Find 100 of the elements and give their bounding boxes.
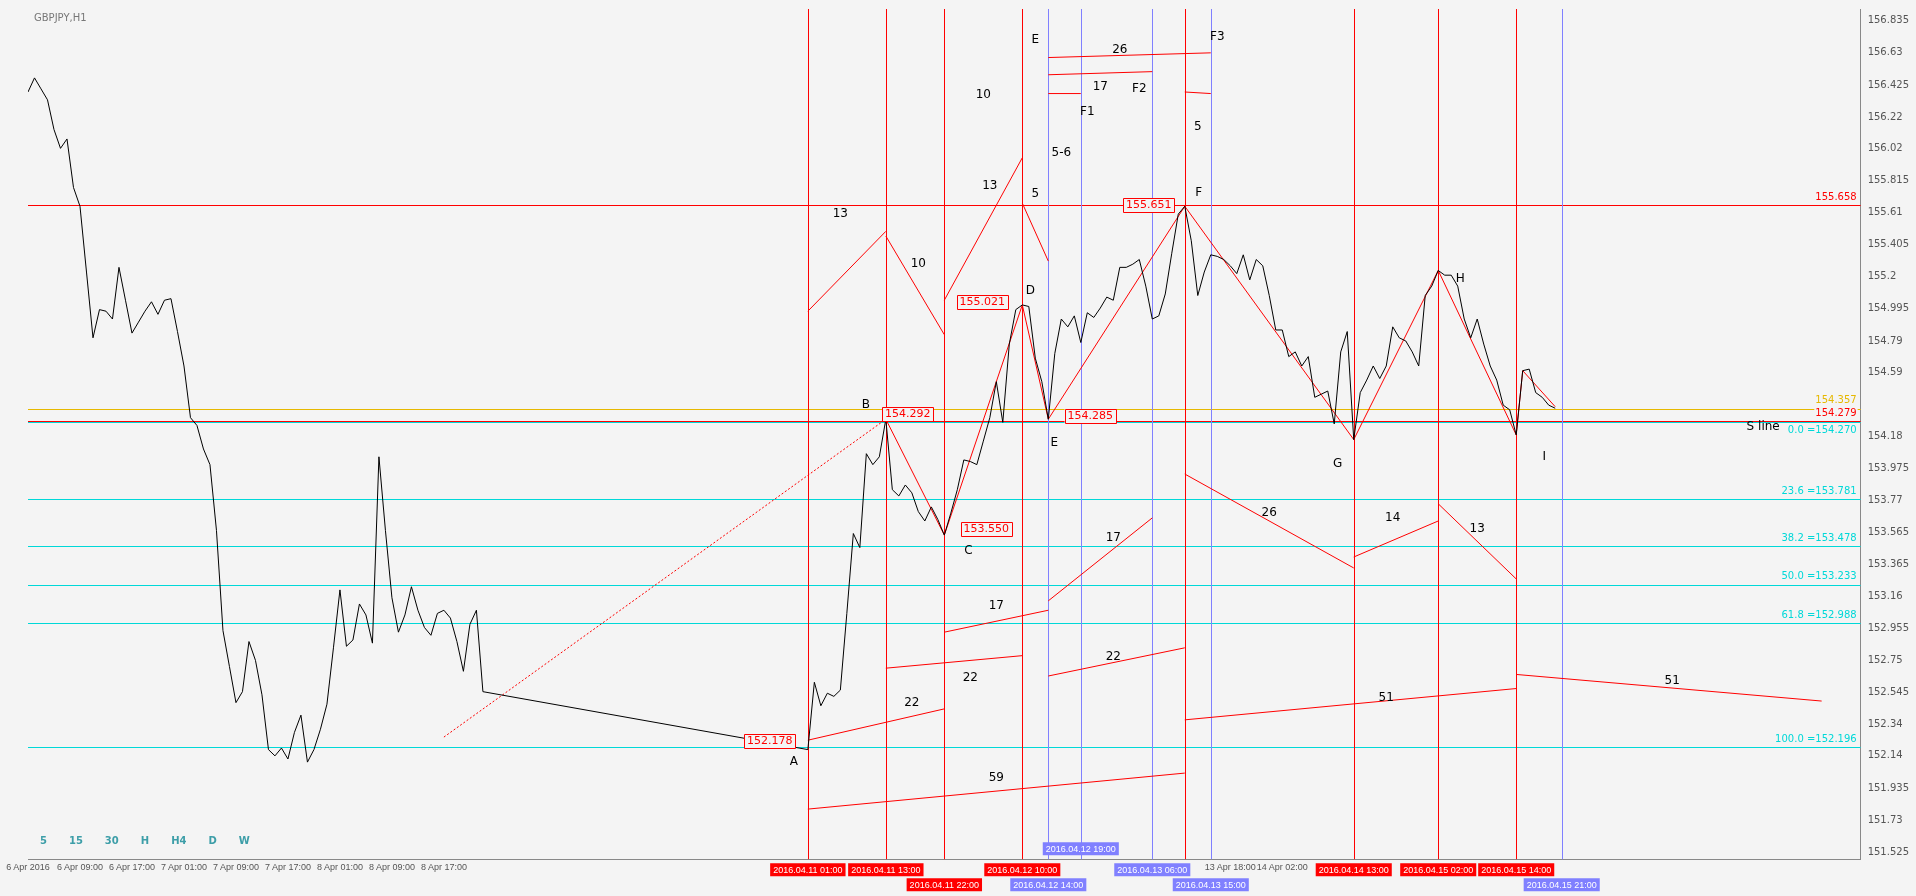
annotation: 17	[1092, 79, 1108, 94]
ref-line-label: 2016.04.13 06:00	[1117, 864, 1188, 875]
y-tick-label: 154.59	[1867, 365, 1903, 377]
annotation: E	[1050, 435, 1059, 450]
annotation: 30	[104, 834, 119, 846]
x-tick-label: 6 Apr 2016	[6, 862, 50, 873]
ref-line-label: 2016.04.12 14:00	[1013, 879, 1084, 890]
y-tick-label: 153.565	[1867, 526, 1910, 538]
annotation: 154.285	[1067, 408, 1114, 422]
annotation: 10	[975, 87, 991, 102]
ref-line-label: 61.8 =152.988	[1781, 608, 1857, 620]
annotation: 51	[1664, 672, 1680, 687]
annotation: I	[1542, 449, 1546, 464]
y-tick-label: 154.79	[1867, 334, 1903, 346]
annotation: H4	[171, 834, 187, 846]
annotation: 14	[1385, 509, 1401, 524]
x-tick-label: 14 Apr 02:00	[1256, 862, 1308, 873]
y-tick-label: 156.63	[1867, 46, 1903, 58]
y-tick-label: 156.835	[1867, 14, 1910, 26]
y-tick-label: 151.73	[1867, 813, 1903, 825]
annotation: B	[861, 397, 870, 412]
ref-line-label: 2016.04.11 22:00	[909, 879, 980, 890]
y-tick-label: 152.14	[1867, 749, 1903, 761]
ref-line-label: 23.6 =153.781	[1781, 484, 1857, 496]
annotation: A	[789, 753, 799, 768]
annotation: 15	[68, 834, 83, 846]
annotation: F3	[1210, 29, 1225, 44]
annotation: 5-6	[1051, 145, 1072, 160]
annotation: 13	[1469, 520, 1485, 535]
ref-line-label: 2016.04.12 19:00	[1045, 843, 1116, 854]
ref-line-label: 2016.04.11 13:00	[851, 864, 921, 875]
y-tick-label: 156.425	[1867, 78, 1910, 90]
x-tick-label: 8 Apr 17:00	[420, 862, 467, 873]
annotation: D	[208, 834, 217, 846]
annotation: 5	[40, 834, 47, 846]
y-tick-label: 155.61	[1867, 206, 1903, 218]
x-tick-label: 13 Apr 18:00	[1204, 862, 1256, 873]
ref-line-label: 2016.04.12 10:00	[987, 864, 1058, 875]
y-tick-label: 156.22	[1867, 110, 1903, 122]
x-tick-label: 7 Apr 09:00	[212, 862, 259, 873]
x-tick-label: 7 Apr 17:00	[264, 862, 311, 873]
annotation: S line	[1746, 419, 1780, 434]
annotation: 17	[988, 597, 1004, 612]
annotation: 155.021	[959, 294, 1006, 308]
annotation: G	[1333, 455, 1343, 470]
annotation: 22	[904, 694, 920, 709]
annotation: 152.178	[747, 733, 793, 747]
y-tick-label: 153.975	[1867, 462, 1910, 474]
y-tick-label: 151.525	[1867, 845, 1910, 857]
x-tick-label: 6 Apr 09:00	[56, 862, 104, 873]
annotation: E	[1031, 32, 1040, 47]
annotation: 22	[962, 669, 978, 684]
annotation: 155.651	[1126, 197, 1172, 211]
annotation: 10	[910, 256, 926, 271]
y-tick-label: 152.75	[1867, 653, 1903, 665]
annotation: F2	[1132, 80, 1147, 95]
ref-line-label: 2016.04.15 14:00	[1481, 864, 1552, 875]
annotation: 51	[1378, 690, 1394, 705]
y-tick-label: 152.545	[1867, 686, 1910, 698]
annotation: C	[964, 543, 973, 558]
annotation: 5	[1193, 118, 1202, 133]
annotation: 153.550	[963, 521, 1010, 535]
annotation: 22	[1105, 649, 1121, 664]
annotation: 5	[1031, 185, 1040, 200]
ref-line-label: 154.357	[1815, 394, 1857, 406]
y-tick-label: 153.16	[1867, 589, 1903, 601]
ref-line-label: 0.0 =154.270	[1787, 423, 1857, 435]
y-tick-label: 155.2	[1867, 270, 1897, 282]
annotation: D	[1025, 283, 1035, 298]
y-tick-label: 156.02	[1867, 141, 1903, 153]
ref-line-label: 100.0 =152.196	[1775, 732, 1857, 744]
ref-line-label: 155.658	[1815, 190, 1857, 202]
y-tick-label: 152.955	[1867, 621, 1910, 633]
annotation: 59	[988, 769, 1004, 784]
y-tick-label: 154.995	[1867, 302, 1910, 314]
annotation: H	[1455, 270, 1465, 285]
annotation: 26	[1261, 505, 1277, 520]
x-tick-label: 6 Apr 17:00	[108, 862, 155, 873]
annotation: 26	[1112, 41, 1128, 56]
annotation: 17	[1105, 530, 1121, 545]
y-tick-label: 153.365	[1867, 557, 1910, 569]
ref-line-label: 154.279	[1815, 406, 1857, 418]
annotation: H	[140, 834, 150, 846]
x-tick-label: 7 Apr 01:00	[160, 862, 207, 873]
ref-line-label: 2016.04.11 01:00	[773, 864, 843, 875]
ref-line-label: 2016.04.14 13:00	[1318, 864, 1389, 875]
annotation: F1	[1080, 104, 1095, 119]
y-tick-label: 155.405	[1867, 238, 1910, 250]
y-tick-label: 151.935	[1867, 781, 1910, 793]
ref-line-label: 50.0 =153.233	[1781, 570, 1857, 582]
y-tick-label: 155.815	[1867, 174, 1910, 186]
ref-line-label: 2016.04.13 15:00	[1175, 879, 1246, 890]
annotation: F	[1195, 185, 1203, 200]
annotation: 13	[832, 206, 848, 221]
annotation: W	[238, 834, 250, 846]
ref-line-label: 2016.04.15 02:00	[1403, 864, 1474, 875]
ref-line-label: 38.2 =153.478	[1781, 531, 1857, 543]
x-tick-label: 8 Apr 09:00	[368, 862, 415, 873]
y-tick-label: 152.34	[1867, 718, 1903, 730]
x-tick-label: 8 Apr 01:00	[316, 862, 363, 873]
